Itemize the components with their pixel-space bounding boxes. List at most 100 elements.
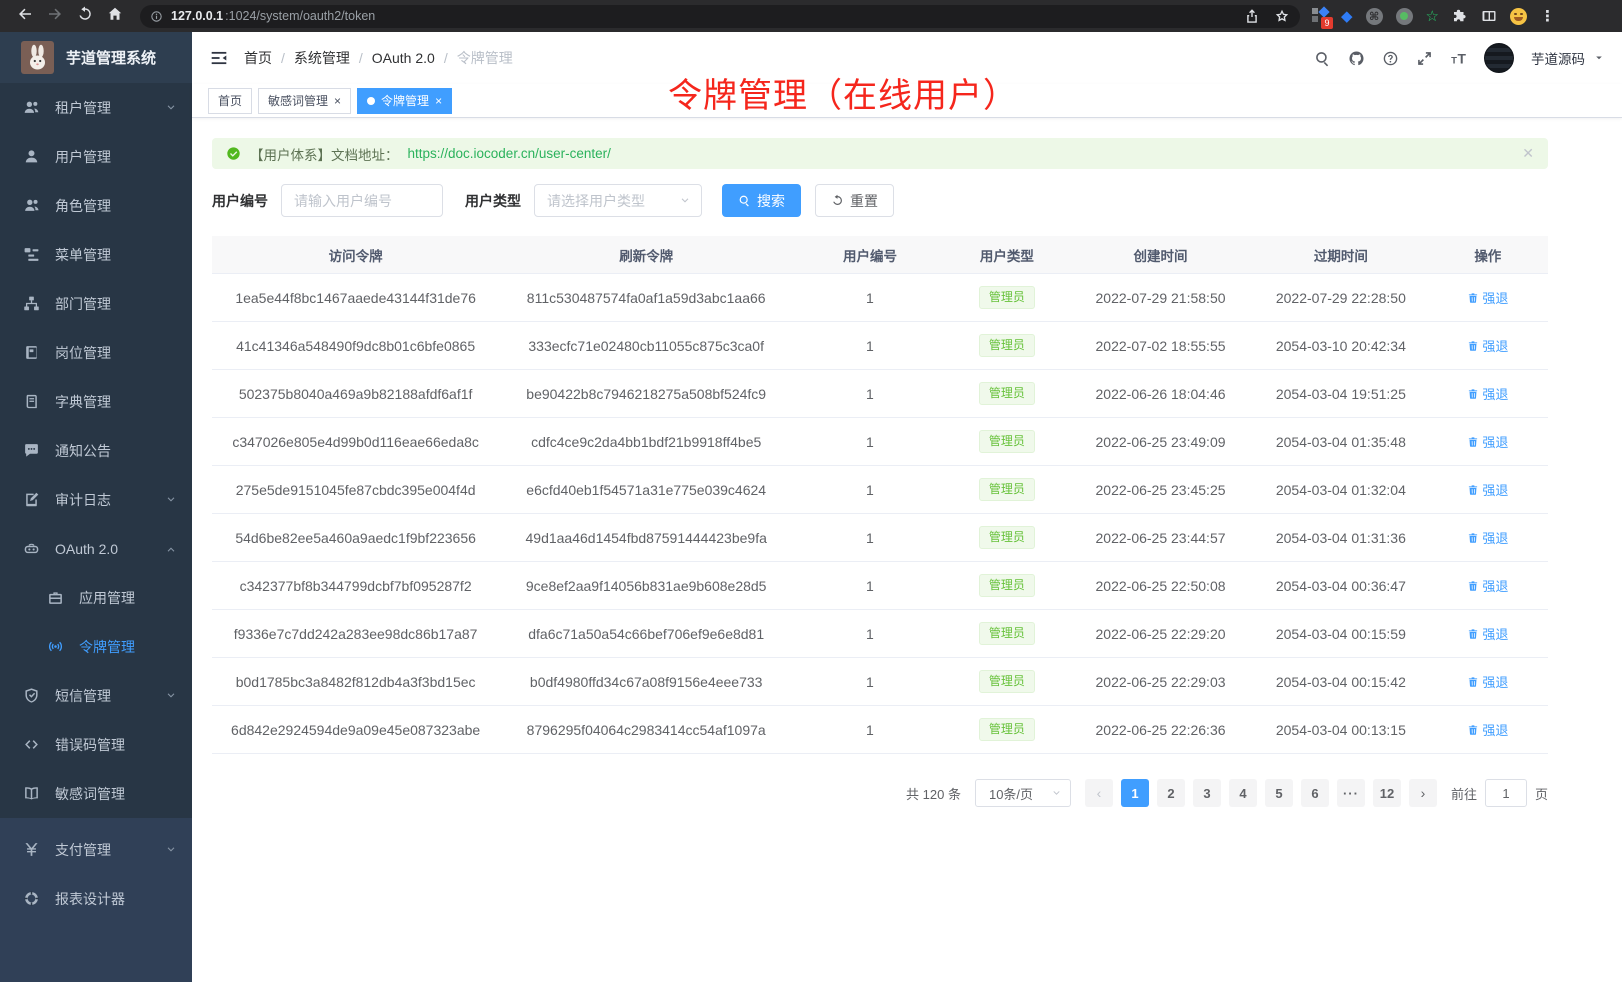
- sidebar-item-tenant[interactable]: 租户管理: [0, 83, 192, 132]
- page-ellipsis[interactable]: ···: [1336, 779, 1365, 807]
- user-type-cell: 管理员: [947, 382, 1067, 405]
- force-logout-button[interactable]: 强退: [1467, 576, 1508, 595]
- tab-close-icon[interactable]: ×: [435, 93, 443, 108]
- action-cell: 强退: [1428, 480, 1548, 499]
- force-logout-button[interactable]: 强退: [1467, 288, 1508, 307]
- sidebar-item-sensitive[interactable]: 敏感词管理: [0, 769, 192, 818]
- fullscreen-icon[interactable]: [1416, 50, 1433, 67]
- gem-extension-icon[interactable]: ◆: [1341, 8, 1353, 25]
- puzzle-extensions-icon[interactable]: [1452, 8, 1468, 24]
- page-button-12[interactable]: 12: [1372, 779, 1401, 807]
- sidebar-item-errorcode[interactable]: 错误码管理: [0, 720, 192, 769]
- refresh-token-cell: 333ecfc71e02480cb11055c875c3ca0f: [528, 337, 764, 354]
- share-icon[interactable]: [1244, 8, 1260, 24]
- app-logo[interactable]: 芋道管理系统: [0, 32, 192, 83]
- force-logout-button[interactable]: 强退: [1467, 672, 1508, 691]
- table-row: 6d842e2924594de9a09e45e087323abe 8796295f…: [212, 706, 1548, 754]
- sidebar-item-role[interactable]: 角色管理: [0, 181, 192, 230]
- sidebar-item-label: 审计日志: [55, 491, 111, 508]
- sidebar-item-pay[interactable]: 支付管理: [0, 825, 192, 874]
- tab-label: 首页: [218, 94, 243, 108]
- blocks-extension-icon[interactable]: 9: [1312, 6, 1333, 29]
- page-button-3[interactable]: 3: [1192, 779, 1221, 807]
- pager: ‹ 1 2 3 4 5 6 ··· 12 ›: [1084, 779, 1437, 807]
- alert-close-icon[interactable]: ✕: [1522, 145, 1534, 161]
- address-bar[interactable]: 127.0.0.1 :1024/system/oauth2/token: [140, 4, 1300, 28]
- tab-token[interactable]: 令牌管理 ×: [357, 87, 453, 114]
- browser-menu-icon[interactable]: ⋮: [1540, 8, 1555, 25]
- browser-reload-button[interactable]: [72, 3, 98, 29]
- page-button-5[interactable]: 5: [1264, 779, 1293, 807]
- help-icon[interactable]: [1382, 50, 1399, 67]
- split-view-icon[interactable]: [1481, 8, 1497, 24]
- sidebar-item-audit[interactable]: 审计日志: [0, 475, 192, 524]
- page-button-6[interactable]: 6: [1300, 779, 1329, 807]
- force-logout-button[interactable]: 强退: [1467, 720, 1508, 739]
- sidebar-item-oauth2-app[interactable]: 应用管理: [0, 573, 192, 622]
- breadcrumb-item[interactable]: 首页: [244, 50, 272, 66]
- sidebar-item-oauth2[interactable]: OAuth 2.0: [0, 524, 192, 573]
- avatar[interactable]: [1484, 43, 1514, 73]
- command-extension-icon[interactable]: ⌘: [1365, 7, 1383, 25]
- sidebar-item-menu[interactable]: 菜单管理: [0, 230, 192, 279]
- force-logout-button[interactable]: 强退: [1467, 480, 1508, 499]
- browser-home-button[interactable]: [102, 3, 128, 29]
- sidebar-item-label: 令牌管理: [79, 638, 135, 655]
- table-row: 502375b8040a469a9b82188afdf6af1f be90422b…: [212, 370, 1548, 418]
- force-logout-button[interactable]: 强退: [1467, 432, 1508, 451]
- sidebar-item-notice[interactable]: 通知公告: [0, 426, 192, 475]
- username[interactable]: 芋道源码: [1531, 52, 1585, 67]
- sidebar-item-sms[interactable]: 短信管理: [0, 671, 192, 720]
- tab-home[interactable]: 首页: [208, 87, 253, 114]
- tab-sensitive[interactable]: 敏感词管理 ×: [258, 87, 352, 114]
- pagination-goto: 前往 页: [1451, 779, 1548, 807]
- browser-forward-button[interactable]: [42, 3, 68, 29]
- page-button-2[interactable]: 2: [1156, 779, 1185, 807]
- sidebar-collapse-icon[interactable]: [210, 49, 228, 67]
- tab-label: 令牌管理: [381, 94, 430, 108]
- breadcrumb-item[interactable]: OAuth 2.0: [371, 50, 435, 66]
- search-button[interactable]: 搜索: [722, 184, 801, 217]
- search-icon[interactable]: [1314, 50, 1331, 67]
- force-logout-button[interactable]: 强退: [1467, 384, 1508, 403]
- recorder-extension-icon[interactable]: [1395, 7, 1413, 25]
- prev-page-button[interactable]: ‹: [1084, 779, 1113, 807]
- trash-icon: [1467, 628, 1479, 640]
- sidebar-item-post[interactable]: 岗位管理: [0, 328, 192, 377]
- reset-button[interactable]: 重置: [815, 184, 894, 217]
- force-logout-button[interactable]: 强退: [1467, 336, 1508, 355]
- sidebar-item-oauth2-token[interactable]: 令牌管理: [0, 622, 192, 671]
- force-logout-button[interactable]: 强退: [1467, 528, 1508, 547]
- profile-emoji-avatar[interactable]: [1510, 7, 1527, 25]
- sidebar-item-label: 角色管理: [55, 197, 111, 214]
- user-caret-down-icon[interactable]: [1594, 53, 1604, 63]
- tab-close-icon[interactable]: ×: [334, 93, 342, 108]
- sidebar-item-report[interactable]: 报表设计器: [0, 874, 192, 923]
- goto-page-input[interactable]: [1484, 779, 1527, 807]
- user-type-select[interactable]: 请选择用户类型: [534, 184, 702, 217]
- user-type-cell: 管理员: [947, 334, 1067, 357]
- browser-back-button[interactable]: [12, 3, 38, 29]
- sidebar-item-dept[interactable]: 部门管理: [0, 279, 192, 328]
- page-size-select[interactable]: 10条/页: [974, 779, 1071, 807]
- app-title: 芋道管理系统: [66, 50, 157, 67]
- github-icon[interactable]: [1348, 50, 1365, 67]
- force-logout-button[interactable]: 强退: [1467, 624, 1508, 643]
- sidebar-item-label: 字典管理: [55, 393, 111, 410]
- sidebar-item-user[interactable]: 用户管理: [0, 132, 192, 181]
- tags-view-bar: 首页 敏感词管理 × 令牌管理 ×: [192, 84, 1622, 118]
- breadcrumb-item[interactable]: 系统管理: [293, 50, 350, 66]
- sidebar-item-dict[interactable]: 字典管理: [0, 377, 192, 426]
- user-id-input[interactable]: [281, 184, 443, 217]
- site-info-icon[interactable]: [150, 10, 163, 23]
- table-row: b0d1785bc3a8482f812db4a3f3bd15ec b0df4980…: [212, 658, 1548, 706]
- page-button-4[interactable]: 4: [1228, 779, 1257, 807]
- doc-link[interactable]: https://doc.iocoder.cn/user-center/: [407, 146, 611, 161]
- page-button-1[interactable]: 1: [1120, 779, 1149, 807]
- bookmark-star-icon[interactable]: [1274, 8, 1290, 24]
- next-page-button[interactable]: ›: [1408, 779, 1437, 807]
- star-extension-icon[interactable]: ☆: [1425, 8, 1439, 25]
- column-header: 用户编号: [842, 248, 897, 264]
- reload-icon: [77, 6, 93, 27]
